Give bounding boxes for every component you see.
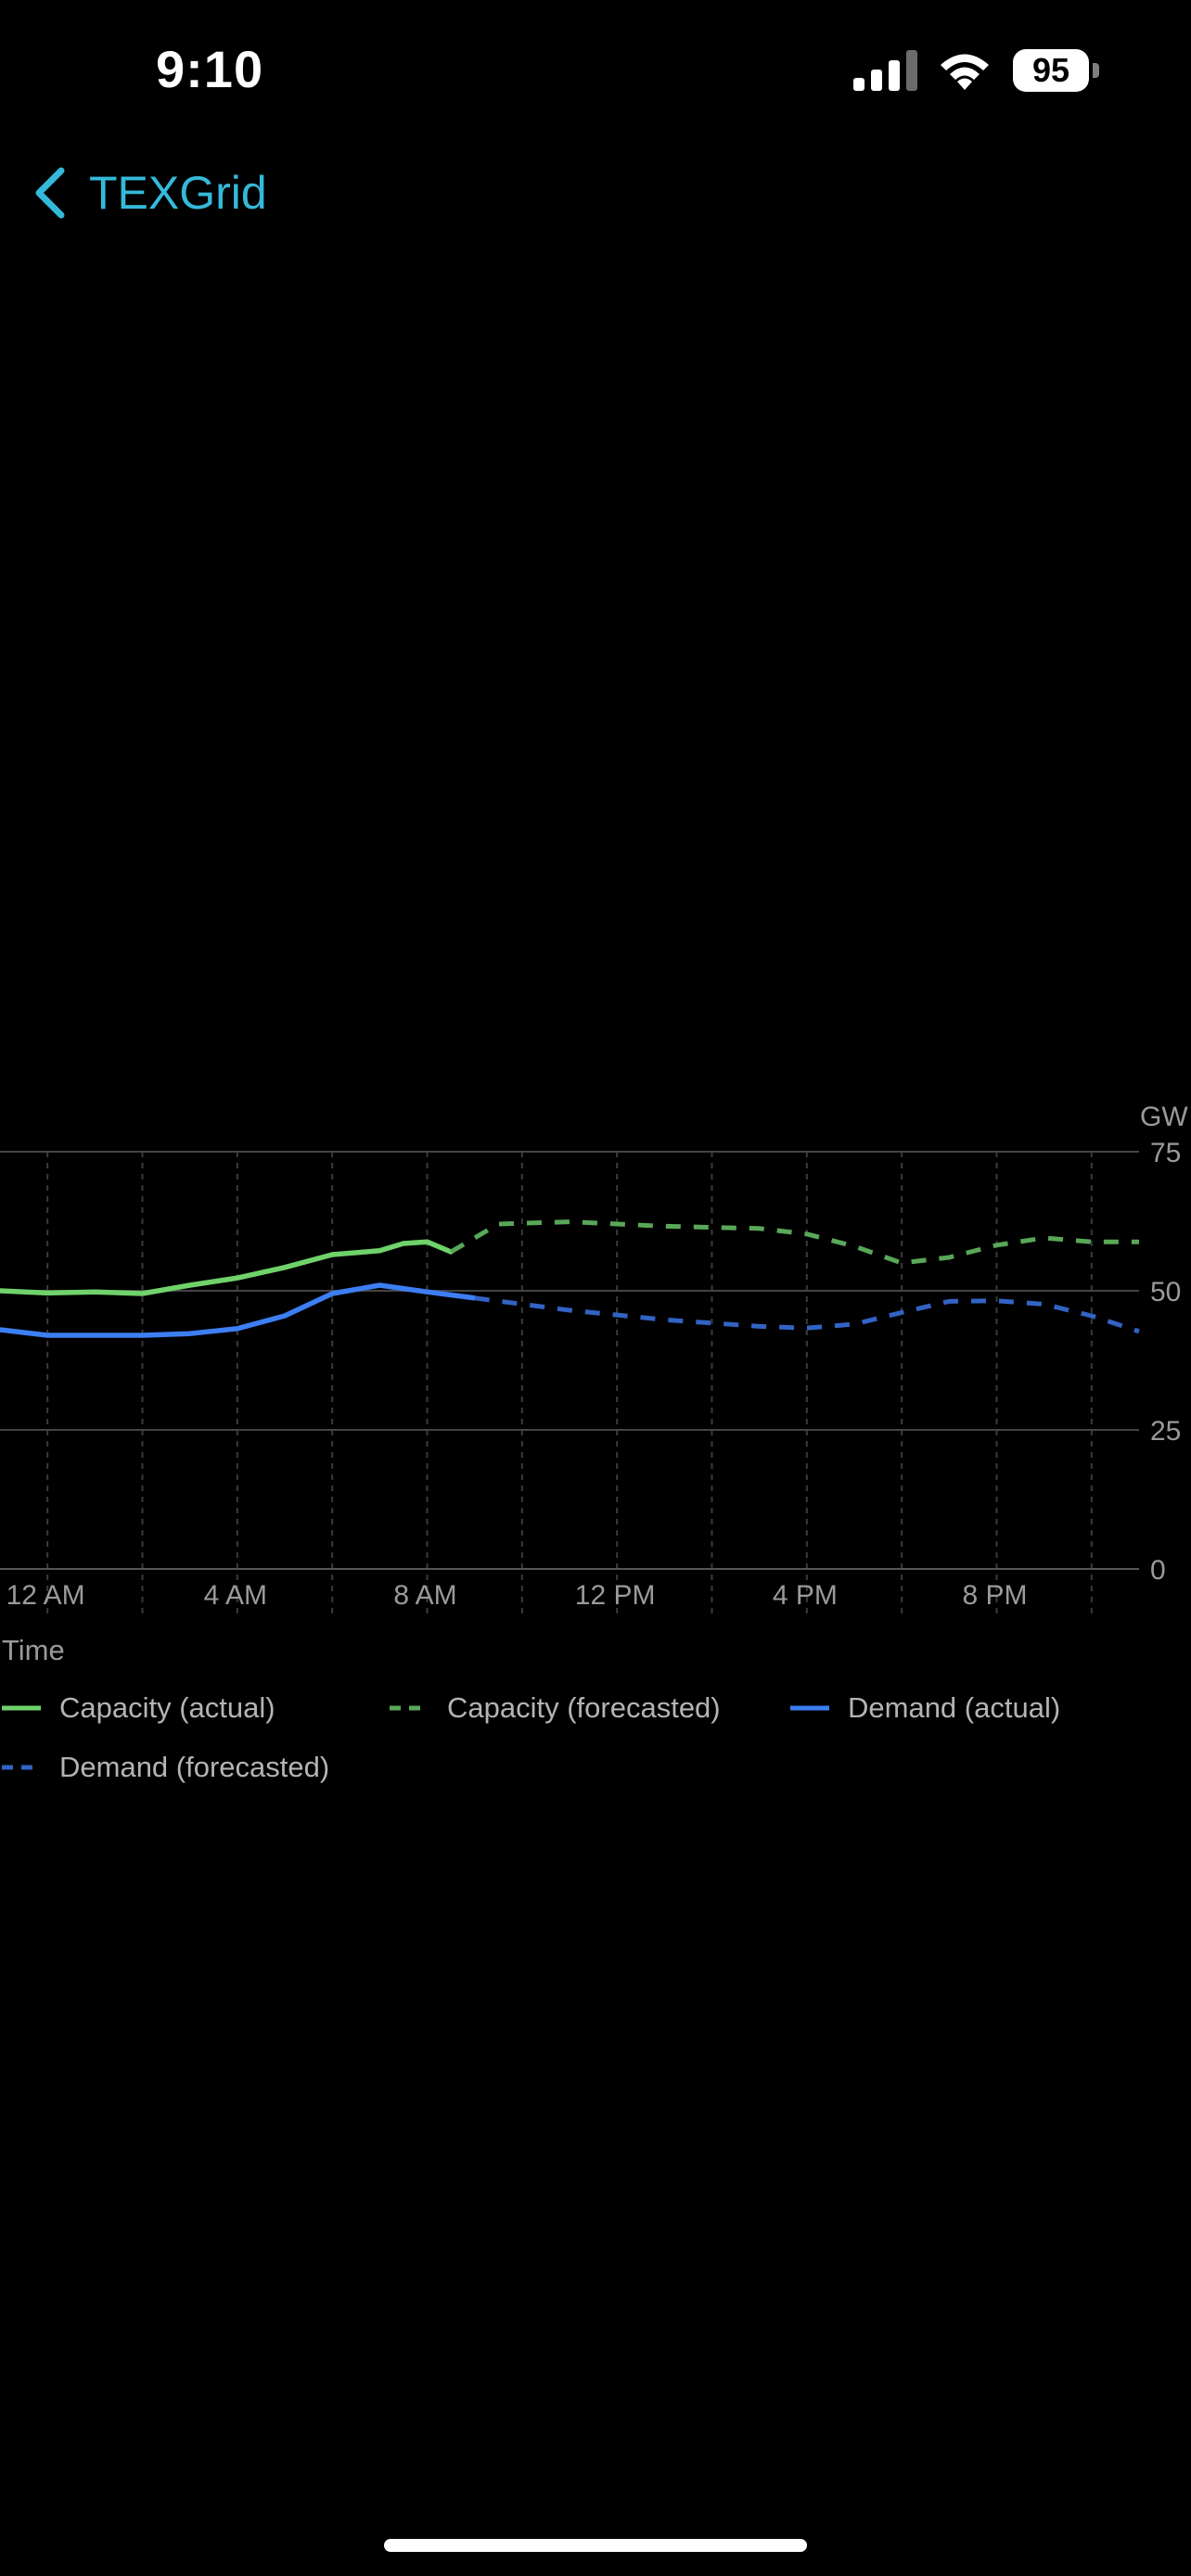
- battery-icon: 95: [1013, 49, 1100, 92]
- back-button[interactable]: TEXGrid: [32, 158, 267, 228]
- series-line-1: [449, 1219, 1139, 1266]
- chart-labels: 0 25 50 75 GW 12 AM 4 AM 8 AM 12 PM 4 PM 8 PM: [6, 1102, 1189, 1611]
- legend-item: Capacity (actual): [0, 1688, 275, 1728]
- chart-series: [0, 1219, 1140, 1338]
- y-tick-label: 25: [1150, 1416, 1181, 1447]
- series-line-3: [474, 1295, 1140, 1334]
- signal-icon: [853, 50, 917, 91]
- series-line-2: [0, 1282, 478, 1338]
- legend-swatch: [2, 1765, 41, 1770]
- chevron-left-icon: [35, 167, 65, 219]
- x-tick-label: 4 PM: [773, 1580, 838, 1611]
- legend-label: Demand (actual): [848, 1691, 1061, 1724]
- home-indicator: [384, 2539, 807, 2552]
- legend-swatch: [390, 1705, 429, 1711]
- legend-swatch: [790, 1705, 829, 1711]
- x-tick-label: 8 PM: [962, 1580, 1027, 1611]
- x-tick-label: 8 AM: [393, 1580, 456, 1611]
- back-label: TEXGrid: [89, 167, 267, 219]
- legend-swatch: [2, 1705, 41, 1711]
- y-axis-unit: GW: [1140, 1102, 1188, 1132]
- status-icons: 95: [853, 45, 1100, 96]
- capacity-demand-chart: 0 25 50 75 GW 12 AM 4 AM 8 AM 12 PM 4 PM 8 PM: [0, 1102, 1189, 1613]
- legend-item: Demand (actual): [788, 1688, 1060, 1728]
- x-tick-label: 4 AM: [204, 1580, 267, 1611]
- legend-label: Capacity (actual): [59, 1691, 275, 1724]
- legend-item: Capacity (forecasted): [388, 1688, 721, 1728]
- wifi-icon: [941, 54, 989, 90]
- x-axis-title: Time: [2, 1634, 65, 1666]
- legend-item: Demand (forecasted): [0, 1747, 329, 1788]
- battery-level: 95: [1031, 51, 1070, 89]
- legend-label: Demand (forecasted): [59, 1751, 330, 1783]
- legend-label: Capacity (forecasted): [447, 1691, 721, 1724]
- y-tick-label: 0: [1150, 1555, 1166, 1586]
- battery-body: 95: [1013, 49, 1089, 92]
- x-tick-label: 12 AM: [6, 1580, 85, 1611]
- battery-cap: [1093, 63, 1099, 78]
- chart-grid: [0, 1151, 1139, 1613]
- y-tick-label: 75: [1150, 1138, 1181, 1168]
- x-tick-label: 12 PM: [575, 1580, 656, 1611]
- series-line-0: [0, 1239, 454, 1296]
- status-time: 9:10: [156, 40, 264, 98]
- y-tick-label: 50: [1150, 1277, 1181, 1307]
- status-bar: 9:10 95: [0, 0, 1191, 139]
